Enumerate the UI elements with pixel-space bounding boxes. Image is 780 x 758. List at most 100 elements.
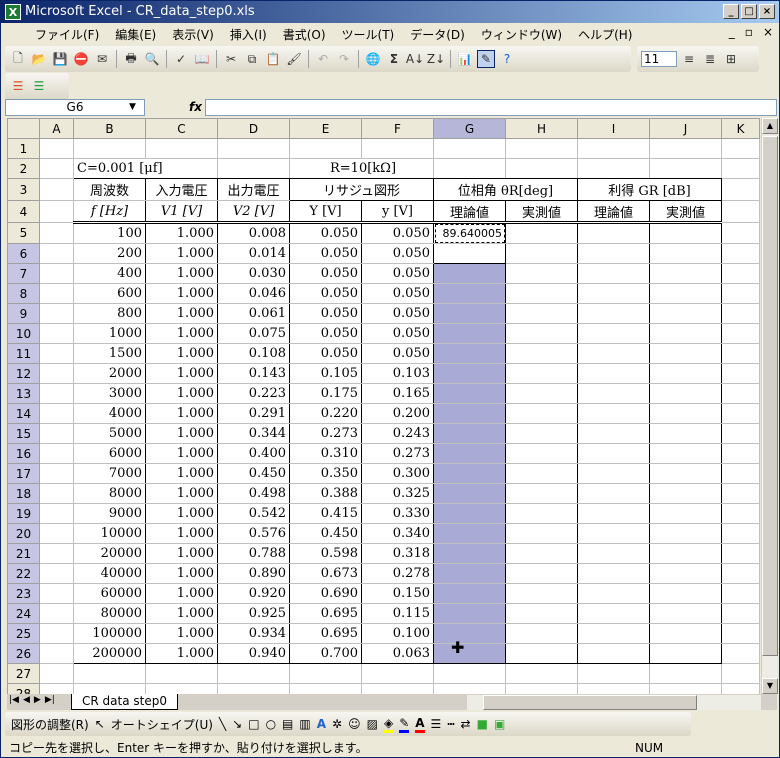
phase-theory-cell[interactable] xyxy=(433,643,506,664)
cell[interactable] xyxy=(649,663,722,684)
data-cell[interactable]: 0.278 xyxy=(361,563,434,584)
minimize-button[interactable]: _ xyxy=(723,4,739,19)
arrow-style-icon[interactable]: ⇄ xyxy=(460,717,471,731)
data-cell[interactable]: 0.050 xyxy=(289,283,362,304)
data-cell[interactable]: 0.103 xyxy=(361,363,434,384)
data-cell[interactable] xyxy=(505,383,578,404)
cell[interactable] xyxy=(39,323,74,344)
data-cell[interactable] xyxy=(577,503,650,524)
data-cell[interactable] xyxy=(577,463,650,484)
row-header-14[interactable]: 14 xyxy=(7,403,40,424)
cell[interactable] xyxy=(577,663,650,684)
close-button[interactable]: × xyxy=(759,4,775,19)
data-cell[interactable]: 0.690 xyxy=(289,583,362,604)
cell[interactable] xyxy=(721,403,760,424)
fill-color-icon[interactable]: ◈ xyxy=(383,716,394,733)
vertical-scrollbar[interactable]: ▲ ▼ xyxy=(761,118,778,694)
phase-theory-cell[interactable] xyxy=(433,383,506,404)
phase-theory-cell[interactable] xyxy=(433,423,506,444)
phase-theory-cell[interactable] xyxy=(433,623,506,644)
data-cell[interactable] xyxy=(505,583,578,604)
data-cell[interactable]: 0.008 xyxy=(217,222,290,244)
cell[interactable] xyxy=(721,443,760,464)
data-cell[interactable] xyxy=(505,563,578,584)
data-cell[interactable]: 0.576 xyxy=(217,523,290,544)
doc-minimize-button[interactable]: _ xyxy=(728,25,735,39)
data-cell[interactable]: 0.050 xyxy=(289,263,362,284)
cell[interactable] xyxy=(39,523,74,544)
data-cell[interactable] xyxy=(649,483,722,504)
header-lissajous[interactable]: リサジュ図形 xyxy=(289,178,434,201)
data-cell[interactable]: 60000 xyxy=(73,583,146,604)
phase-theory-cell[interactable] xyxy=(433,243,506,264)
cell[interactable] xyxy=(217,158,290,179)
data-cell[interactable]: 0.075 xyxy=(217,323,290,344)
cell[interactable] xyxy=(721,543,760,564)
data-cell[interactable] xyxy=(577,443,650,464)
data-cell[interactable]: 0.925 xyxy=(217,603,290,624)
data-cell[interactable] xyxy=(649,222,722,244)
cell[interactable] xyxy=(505,663,578,684)
cell[interactable] xyxy=(721,283,760,304)
phase-theory-cell[interactable] xyxy=(433,603,506,624)
data-cell[interactable]: 0.940 xyxy=(217,643,290,664)
cell[interactable] xyxy=(721,138,760,159)
cell[interactable] xyxy=(433,663,506,684)
align-center-icon[interactable]: ≡ xyxy=(683,52,695,66)
cell[interactable] xyxy=(39,383,74,404)
row-header-19[interactable]: 19 xyxy=(7,503,40,524)
data-cell[interactable]: 0.050 xyxy=(361,303,434,324)
data-cell[interactable]: 0.310 xyxy=(289,443,362,464)
data-cell[interactable]: 0.542 xyxy=(217,503,290,524)
copy-icon[interactable]: ⧉ xyxy=(247,51,257,66)
cell[interactable] xyxy=(73,663,146,684)
data-cell[interactable]: 1.000 xyxy=(145,343,218,364)
custom-macro-icon-1[interactable]: ☰ xyxy=(12,79,24,93)
cell[interactable] xyxy=(217,663,290,684)
data-cell[interactable] xyxy=(649,543,722,564)
open-icon[interactable]: 📂 xyxy=(31,52,47,66)
data-cell[interactable] xyxy=(505,363,578,384)
doc-restore-button[interactable]: ▫ xyxy=(744,25,753,39)
row-header-25[interactable]: 25 xyxy=(7,623,40,644)
header-i-unit[interactable]: 理論値 xyxy=(577,200,650,224)
data-cell[interactable]: 0.050 xyxy=(361,263,434,284)
data-cell[interactable] xyxy=(577,303,650,324)
data-cell[interactable] xyxy=(649,243,722,264)
cell[interactable] xyxy=(39,563,74,584)
data-cell[interactable] xyxy=(577,643,650,664)
cell[interactable] xyxy=(721,263,760,284)
header-f-unit[interactable]: y [V] xyxy=(361,200,434,224)
data-cell[interactable] xyxy=(649,303,722,324)
cell[interactable] xyxy=(39,363,74,384)
cell[interactable] xyxy=(721,178,760,201)
data-cell[interactable]: 0.200 xyxy=(361,403,434,424)
cell[interactable] xyxy=(721,603,760,624)
data-cell[interactable]: 0.220 xyxy=(289,403,362,424)
data-cell[interactable]: 1.000 xyxy=(145,403,218,424)
phase-theory-cell[interactable] xyxy=(433,543,506,564)
paste-icon[interactable]: 📋 xyxy=(265,52,281,66)
data-cell[interactable]: 0.920 xyxy=(217,583,290,604)
row-header-16[interactable]: 16 xyxy=(7,443,40,464)
dash-style-icon[interactable]: ┅ xyxy=(447,717,455,731)
row-header-5[interactable]: 5 xyxy=(7,222,40,244)
cell[interactable] xyxy=(721,383,760,404)
cell[interactable] xyxy=(721,623,760,644)
merge-center-icon[interactable]: ⊞ xyxy=(725,52,737,66)
cell[interactable] xyxy=(39,543,74,564)
row-header-3[interactable]: 3 xyxy=(7,178,40,201)
cell[interactable] xyxy=(39,403,74,424)
cell[interactable] xyxy=(145,663,218,684)
cell[interactable] xyxy=(39,623,74,644)
data-cell[interactable] xyxy=(649,503,722,524)
data-cell[interactable] xyxy=(505,222,578,244)
data-cell[interactable]: 0.890 xyxy=(217,563,290,584)
data-cell[interactable]: 0.105 xyxy=(289,363,362,384)
phase-theory-cell[interactable] xyxy=(433,463,506,484)
wordart-icon[interactable]: A xyxy=(316,717,327,731)
cell[interactable] xyxy=(721,158,760,179)
data-cell[interactable]: 0.695 xyxy=(289,623,362,644)
data-cell[interactable]: 0.100 xyxy=(361,623,434,644)
data-cell[interactable] xyxy=(577,363,650,384)
